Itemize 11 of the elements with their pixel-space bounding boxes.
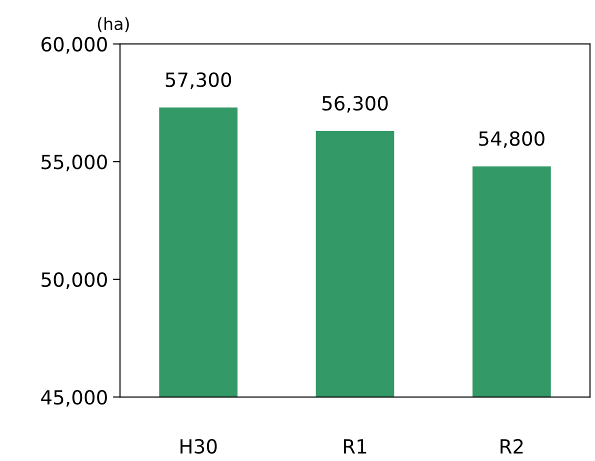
data-label: 57,300	[166, 72, 232, 90]
y-tick-label: 55,000	[42, 154, 107, 172]
data-label: 54,800	[479, 131, 544, 148]
y-axis-title: (ha)	[98, 17, 129, 32]
x-tick-label: R2	[500, 439, 523, 454]
y-tick-label: 50,000	[42, 272, 107, 289]
y-tick-label: 60,000	[42, 36, 107, 54]
x-tick-label: R1	[344, 439, 366, 454]
data-label: 56,300	[322, 96, 388, 113]
y-tick-label: 45,000	[41, 390, 107, 407]
x-tick-label: H30	[180, 439, 217, 454]
